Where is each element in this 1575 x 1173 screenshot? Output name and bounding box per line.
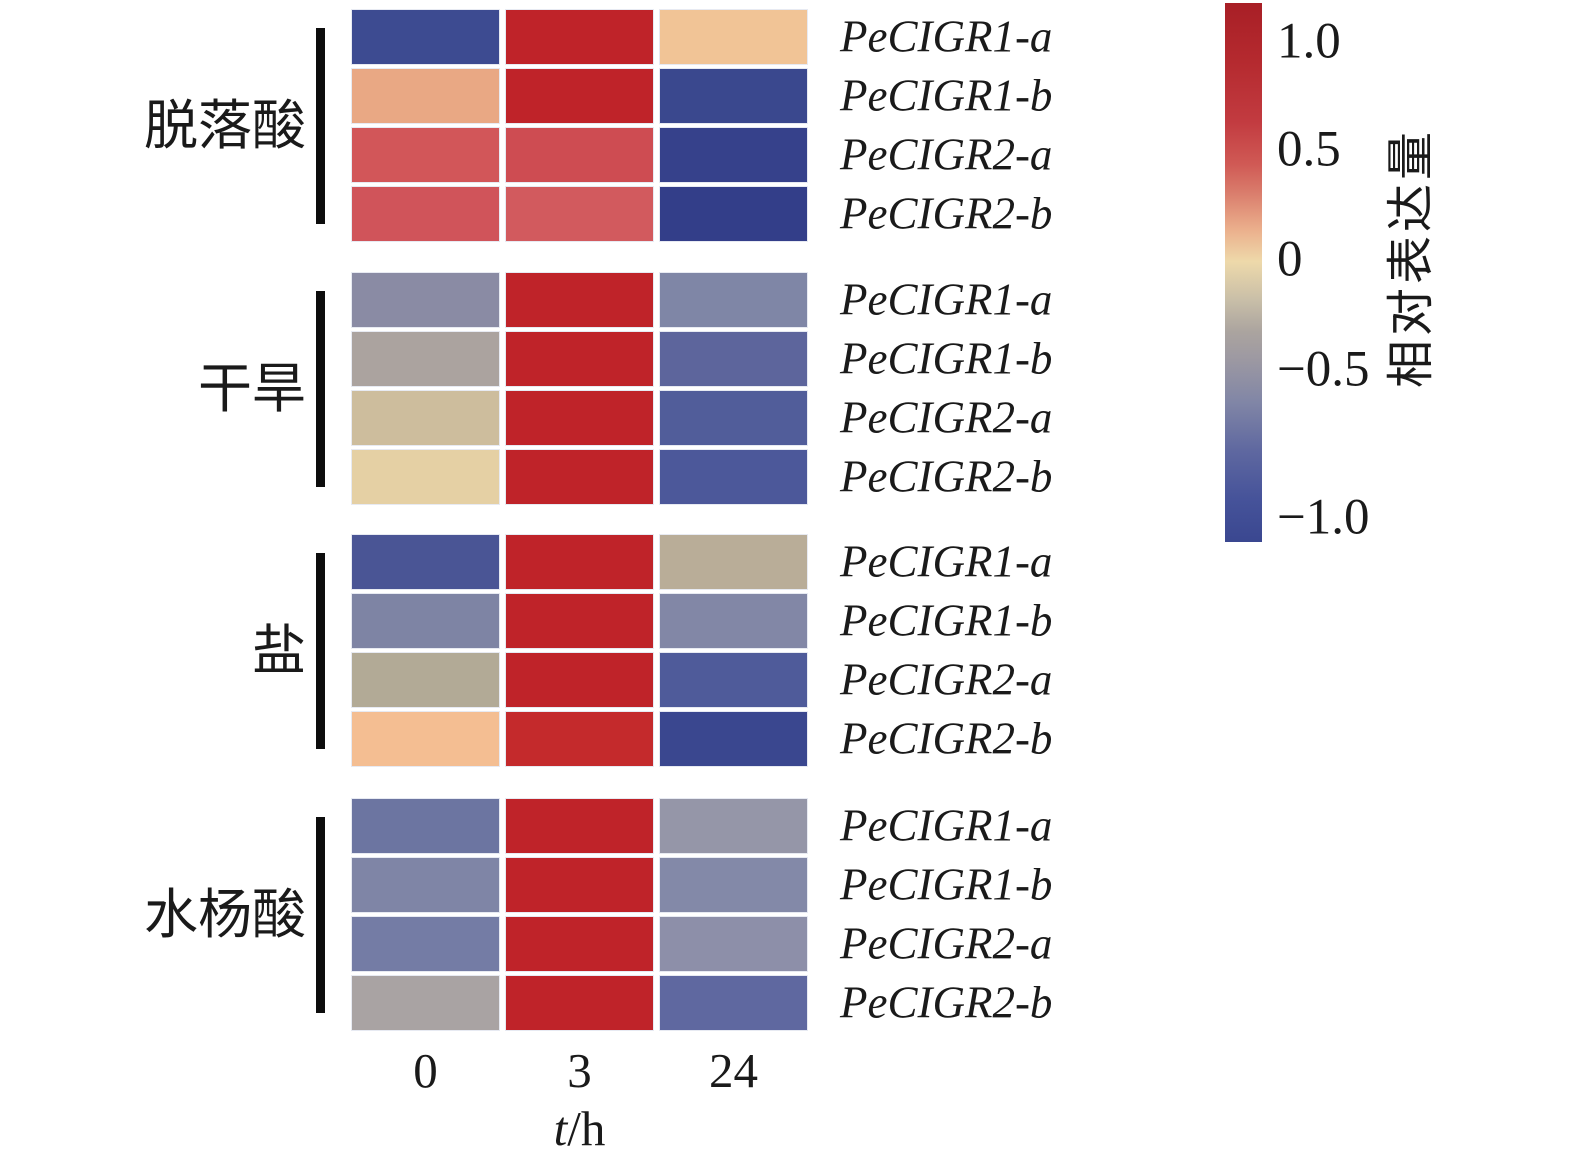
group-label-2: 干旱: [198, 358, 306, 419]
heatmap-cell: [660, 450, 807, 504]
group-label-1: 脱落酸: [144, 95, 306, 156]
x-axis-label: t/h: [553, 1101, 606, 1156]
heatmap-cell: [660, 187, 807, 241]
heatmap-cell: [506, 187, 653, 241]
heatmap-cell: [506, 594, 653, 648]
heatmap-cell: [352, 917, 499, 971]
colorbar-tick-label: −1.0: [1277, 489, 1370, 546]
heatmap-cell: [506, 799, 653, 853]
heatmap-cell: [660, 332, 807, 386]
heatmap-cell: [506, 976, 653, 1030]
heatmap-cell: [352, 391, 499, 445]
heatmap-cell: [660, 594, 807, 648]
gene-label: PeCIGR1-a: [840, 800, 1053, 851]
heatmap-cell: [660, 858, 807, 912]
heatmap-cell: [352, 273, 499, 327]
heatmap-cell: [506, 653, 653, 707]
gene-label: PeCIGR1-a: [840, 536, 1053, 587]
group-label-4: 水杨酸: [144, 884, 306, 945]
heatmap-cell: [352, 10, 499, 64]
x-tick-label: 3: [567, 1043, 592, 1098]
colorbar-tick-label: 1.0: [1277, 13, 1341, 70]
gene-label: PeCIGR2-a: [840, 918, 1053, 969]
heatmap-cell: [506, 128, 653, 182]
heatmap-cell: [506, 450, 653, 504]
x-axis-label-variable: t: [553, 1101, 568, 1156]
colorbar-tick-label: 0.5: [1277, 121, 1341, 178]
x-tick-label: 24: [709, 1043, 758, 1098]
gene-label: PeCIGR2-b: [840, 188, 1053, 239]
heatmap-cell: [352, 332, 499, 386]
group-bracket-bar: [316, 816, 325, 1013]
heatmap-cell: [660, 535, 807, 589]
colorbar-tick-label: −0.5: [1277, 341, 1370, 398]
gene-label: PeCIGR1-b: [840, 859, 1053, 910]
heatmap-cell: [506, 712, 653, 766]
heatmap-cell: [352, 799, 499, 853]
heatmap-cell: [660, 391, 807, 445]
gene-label: PeCIGR1-a: [840, 11, 1053, 62]
heatmap-cell: [352, 450, 499, 504]
heatmap-cell: [660, 128, 807, 182]
colorbar-gradient: [1225, 3, 1262, 542]
heatmap-cell: [506, 535, 653, 589]
heatmap-cell: [506, 332, 653, 386]
heatmap-cell: [506, 858, 653, 912]
heatmap-cell: [506, 10, 653, 64]
heatmap-cell: [660, 273, 807, 327]
heatmap-cell: [660, 69, 807, 123]
heatmap-cell: [352, 976, 499, 1030]
heatmap-cell: [660, 799, 807, 853]
heatmap-cell: [352, 128, 499, 182]
heatmap-cell: [352, 535, 499, 589]
group-bracket-bar: [316, 27, 325, 224]
heatmap-cell: [660, 653, 807, 707]
heatmap-cell: [352, 712, 499, 766]
gene-label: PeCIGR1-b: [840, 595, 1053, 646]
heatmap-cell: [506, 273, 653, 327]
group-bracket-bar: [316, 552, 325, 749]
heatmap-cell: [506, 69, 653, 123]
heatmap-cell: [352, 69, 499, 123]
gene-label: PeCIGR1-b: [840, 333, 1053, 384]
heatmap-cell: [352, 187, 499, 241]
heatmap-cell: [352, 653, 499, 707]
colorbar-tick-label: 0: [1277, 231, 1303, 288]
heatmap-cell: [660, 917, 807, 971]
gene-label: PeCIGR2-a: [840, 392, 1053, 443]
heatmap-cell: [506, 917, 653, 971]
gene-label: PeCIGR1-b: [840, 70, 1053, 121]
gene-label: PeCIGR2-a: [840, 654, 1053, 705]
heatmap-cell: [352, 858, 499, 912]
gene-label: PeCIGR2-a: [840, 129, 1053, 180]
gene-label: PeCIGR2-b: [840, 977, 1053, 1028]
x-tick-label: 0: [413, 1043, 438, 1098]
gene-label: PeCIGR2-b: [840, 713, 1053, 764]
heatmap-cell: [506, 391, 653, 445]
gene-label: PeCIGR2-b: [840, 451, 1053, 502]
group-label-3: 盐: [252, 620, 306, 681]
heatmap-cell: [660, 712, 807, 766]
heatmap-cell: [660, 976, 807, 1030]
heatmap-cell: [660, 10, 807, 64]
gene-label: PeCIGR1-a: [840, 274, 1053, 325]
heatmap-cell: [352, 594, 499, 648]
colorbar-axis-label: 相对表达量: [1385, 127, 1438, 389]
group-bracket-bar: [316, 290, 325, 487]
